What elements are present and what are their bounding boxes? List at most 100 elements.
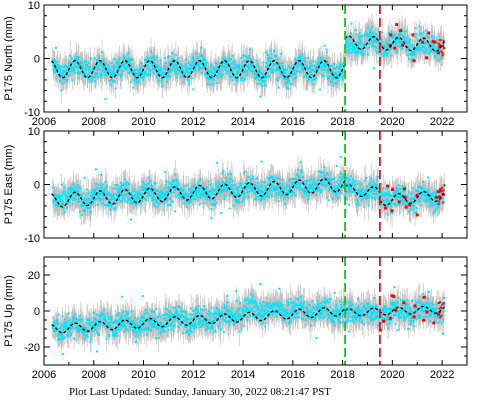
data-point <box>206 198 209 201</box>
recent-point <box>395 23 399 27</box>
data-point <box>316 61 319 64</box>
data-point <box>53 71 56 74</box>
data-point <box>282 67 285 70</box>
data-point <box>131 193 134 196</box>
data-point <box>115 187 118 190</box>
data-point <box>186 70 189 73</box>
data-point <box>426 42 429 45</box>
data-point <box>368 40 371 43</box>
x-tick-label: 2010 <box>131 116 155 128</box>
data-point <box>123 199 126 202</box>
data-point <box>271 68 274 71</box>
data-point <box>151 65 154 68</box>
data-point <box>148 72 151 75</box>
data-point <box>74 185 77 188</box>
data-point <box>370 35 373 38</box>
data-point <box>109 68 112 71</box>
data-point <box>368 31 371 34</box>
data-point <box>196 195 199 198</box>
data-point <box>100 62 103 65</box>
data-point <box>433 36 436 39</box>
data-point <box>191 191 194 194</box>
data-point <box>95 187 98 190</box>
data-point <box>256 62 259 65</box>
data-point <box>224 68 227 71</box>
data-point <box>114 207 117 210</box>
data-point <box>341 78 344 81</box>
data-point <box>417 43 420 46</box>
data-point <box>279 65 282 68</box>
data-point <box>373 35 376 38</box>
data-point <box>215 62 218 65</box>
data-point <box>163 187 166 190</box>
data-point <box>77 57 80 60</box>
data-point <box>185 58 188 61</box>
data-point <box>185 193 188 196</box>
data-point <box>116 73 119 76</box>
data-point <box>264 51 267 54</box>
data-point <box>428 46 431 49</box>
data-point <box>345 41 348 44</box>
data-point <box>275 69 278 72</box>
data-point <box>201 186 204 189</box>
data-point <box>265 61 268 64</box>
data-point <box>209 65 212 68</box>
data-point <box>266 66 269 69</box>
data-point <box>270 52 273 55</box>
data-point <box>171 200 174 203</box>
data-point <box>215 74 218 77</box>
data-point <box>74 61 77 64</box>
data-point <box>258 75 261 78</box>
data-point <box>326 69 329 72</box>
data-point <box>191 185 194 188</box>
data-point <box>312 69 315 72</box>
data-point <box>172 58 175 61</box>
data-point <box>89 57 92 60</box>
data-point <box>192 193 195 196</box>
data-point <box>149 194 152 197</box>
data-point <box>310 71 313 74</box>
data-point <box>170 64 173 67</box>
data-point <box>105 204 108 207</box>
data-point <box>145 190 148 193</box>
data-point <box>79 187 82 190</box>
data-point <box>195 189 198 192</box>
data-point <box>254 66 257 69</box>
data-point <box>188 67 191 70</box>
data-point <box>160 79 163 82</box>
data-point <box>416 45 419 48</box>
data-point <box>217 70 220 73</box>
data-point <box>194 62 197 65</box>
data-point <box>80 71 83 74</box>
data-point <box>171 58 174 61</box>
data-point <box>251 63 254 66</box>
data-point <box>187 192 190 195</box>
data-point <box>312 83 315 86</box>
outlier-point <box>117 68 120 71</box>
data-point <box>68 73 71 76</box>
data-point <box>79 194 82 197</box>
data-point <box>103 191 106 194</box>
data-point <box>192 68 195 71</box>
data-point <box>86 203 89 206</box>
data-point <box>139 192 142 195</box>
data-point <box>182 184 185 187</box>
data-point <box>393 33 396 36</box>
data-point <box>185 184 188 187</box>
data-point <box>140 194 143 197</box>
data-point <box>269 59 272 62</box>
data-point <box>64 70 67 73</box>
data-point <box>325 61 328 64</box>
data-point <box>155 64 158 67</box>
x-tick-label: 2006 <box>32 116 56 128</box>
data-point <box>330 80 333 83</box>
data-point <box>367 46 370 49</box>
data-point <box>223 62 226 65</box>
panel-1: 2006 2008 2010 2012 2014 2016 2018 2020 2022 -10 0… <box>3 0 468 128</box>
data-point <box>412 46 415 49</box>
data-point <box>52 68 55 71</box>
data-point <box>169 204 172 207</box>
data-point <box>392 36 395 39</box>
data-point <box>97 54 100 57</box>
data-point <box>188 79 191 82</box>
